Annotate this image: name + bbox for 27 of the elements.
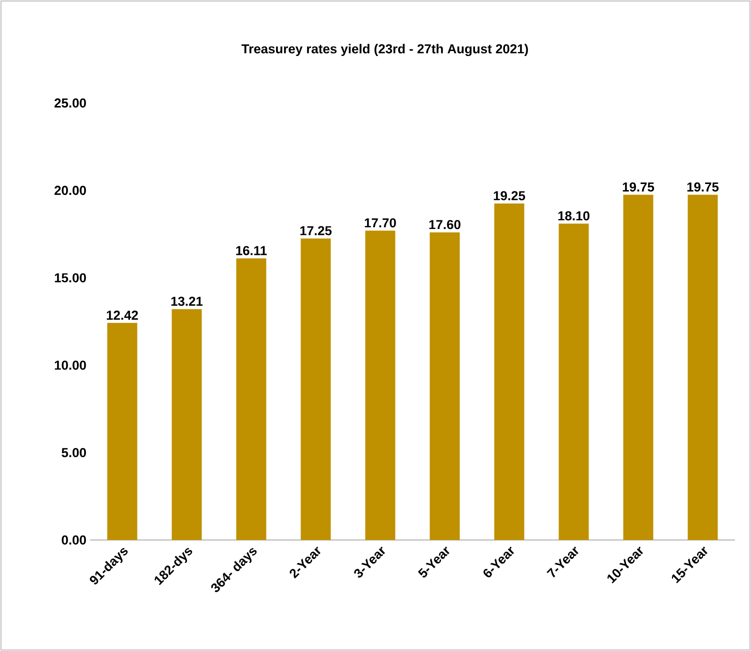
bar — [107, 322, 138, 540]
data-label: 19.25 — [494, 191, 526, 200]
bar — [300, 238, 331, 540]
y-tick-label: 25.00 — [54, 98, 86, 108]
bar — [365, 230, 396, 540]
data-label: 19.75 — [687, 182, 719, 192]
chart-title: Treasurey rates yield (23rd - 27th August 2021) — [242, 44, 528, 56]
y-tick-label: 10.00 — [54, 360, 86, 370]
bar — [430, 232, 460, 540]
data-label: 12.42 — [106, 310, 138, 320]
bar — [558, 224, 589, 540]
y-tick-label: 0.00 — [62, 535, 86, 545]
y-tick-label: 15.00 — [54, 273, 86, 282]
bar — [172, 309, 202, 540]
data-label: 17.70 — [364, 218, 396, 228]
data-label: 18.10 — [558, 211, 590, 220]
y-tick-label: 20.00 — [54, 186, 86, 195]
bar — [494, 204, 524, 540]
data-label: 17.60 — [429, 220, 460, 230]
y-tick-label: 5.00 — [62, 448, 86, 458]
data-label: 19.75 — [622, 182, 654, 192]
data-label: 13.21 — [171, 296, 203, 306]
data-label: 16.11 — [236, 246, 267, 256]
data-label: 17.25 — [300, 226, 332, 236]
bar — [236, 258, 266, 540]
bar — [623, 194, 654, 540]
bar — [688, 194, 718, 540]
